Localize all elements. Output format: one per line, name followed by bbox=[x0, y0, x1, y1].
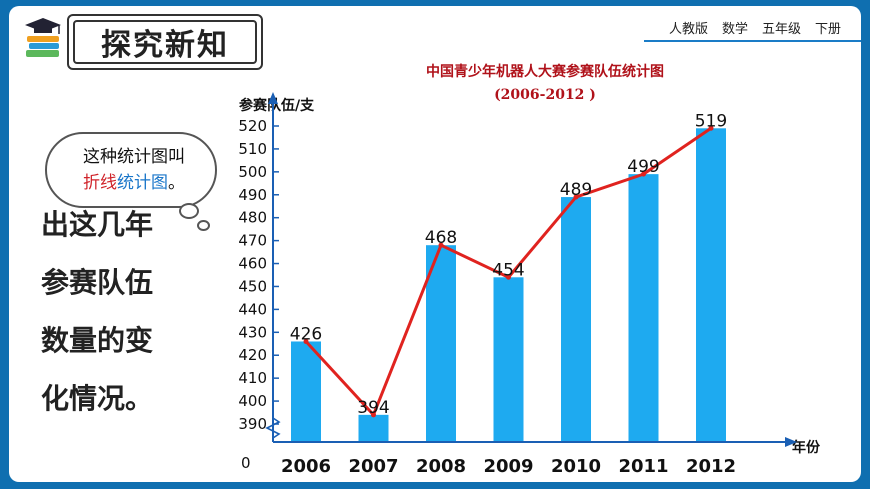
bubble-tail-dot bbox=[179, 203, 199, 219]
x-tick-label: 2011 bbox=[618, 456, 668, 477]
bubble-highlight-a: 折线 bbox=[83, 173, 117, 193]
line-point bbox=[641, 171, 646, 177]
y-tick-label: 490 bbox=[238, 186, 267, 204]
y-axis-arrow bbox=[268, 92, 278, 104]
x-tick-label: 2010 bbox=[551, 456, 601, 477]
line-point bbox=[506, 274, 511, 280]
line-point bbox=[708, 125, 714, 131]
y-tick-label: 400 bbox=[238, 392, 267, 410]
axis-break bbox=[265, 417, 281, 439]
bubble-tail-dot bbox=[197, 220, 210, 231]
books-graduation-icon bbox=[25, 18, 61, 57]
bubble-suffix: 。 bbox=[168, 173, 185, 193]
chart: 中国青少年机器人大赛参赛队伍统计图 (2006-2012 ) 参赛队伍/支 年份… bbox=[238, 63, 821, 477]
data-label: 454 bbox=[492, 260, 524, 280]
y-tick-label: 520 bbox=[238, 117, 267, 135]
x-tick-label: 2012 bbox=[686, 456, 736, 477]
bar-2010 bbox=[561, 197, 591, 442]
header-grade: 五年级 bbox=[761, 22, 801, 37]
bar-2006 bbox=[291, 341, 321, 442]
data-label: 426 bbox=[290, 324, 322, 344]
left-text-block: 出这几年 参赛队伍 数量的变 化情况。 bbox=[41, 196, 153, 428]
y-tick-label: 420 bbox=[238, 346, 267, 364]
section-title: 探究新知 bbox=[73, 20, 257, 64]
bar-2008 bbox=[426, 245, 456, 442]
bar-2012 bbox=[696, 128, 726, 442]
y-tick-label: 450 bbox=[238, 277, 267, 295]
bar-2009 bbox=[493, 277, 524, 442]
x-axis-label: 年份 bbox=[792, 439, 821, 456]
header-volume: 下册 bbox=[814, 22, 841, 37]
y-tick-label: 500 bbox=[238, 163, 267, 181]
bar-2007 bbox=[358, 414, 389, 442]
data-label: 499 bbox=[627, 157, 659, 177]
bubble-highlight-b: 统计图 bbox=[117, 173, 168, 193]
data-label: 394 bbox=[357, 398, 389, 418]
bubble-text: 这种统计图叫 折线统计图。 bbox=[59, 144, 209, 196]
header-publisher: 人教版 bbox=[668, 22, 708, 37]
header-info: 人教版 数学 五年级 下册 bbox=[669, 18, 841, 37]
x-tick-label: 2007 bbox=[348, 456, 398, 477]
chart-title: 中国青少年机器人大赛参赛队伍统计图 bbox=[426, 63, 664, 80]
y-tick-label: 410 bbox=[238, 369, 267, 387]
line-point bbox=[573, 194, 579, 200]
header-divider bbox=[644, 40, 861, 42]
x-tick-label: 2008 bbox=[416, 456, 466, 477]
thought-bubble: 这种统计图叫 折线统计图。 bbox=[45, 132, 217, 208]
data-label: 489 bbox=[560, 180, 592, 200]
y-tick-label: 460 bbox=[238, 255, 267, 273]
left-text-line: 参赛队伍 bbox=[41, 266, 154, 299]
x-axis-arrow bbox=[785, 437, 797, 447]
y-tick-label: 390 bbox=[238, 415, 267, 433]
x-tick-label: 2009 bbox=[483, 456, 533, 477]
line-point bbox=[438, 242, 444, 248]
data-label: 519 bbox=[695, 111, 727, 131]
bar-2011 bbox=[628, 174, 659, 442]
y-tick-label: 510 bbox=[238, 140, 267, 158]
data-label: 468 bbox=[425, 228, 457, 248]
x-tick-label: 2006 bbox=[281, 456, 331, 477]
line-point bbox=[303, 338, 309, 344]
y-tick-label: 430 bbox=[238, 323, 267, 341]
header-subject: 数学 bbox=[721, 22, 748, 37]
y-tick-label: 480 bbox=[238, 209, 267, 227]
left-text-line: 出这几年 bbox=[41, 208, 154, 241]
bubble-line1: 这种统计图叫 bbox=[83, 147, 185, 167]
line-point bbox=[371, 412, 376, 418]
y-tick-label: 440 bbox=[238, 300, 267, 318]
y-axis-label: 参赛队伍/支 bbox=[239, 97, 315, 114]
left-text-line: 数量的变 bbox=[41, 324, 154, 357]
y-tick-label: 470 bbox=[238, 232, 267, 250]
origin-label: 0 bbox=[241, 454, 251, 472]
left-text-line: 化情况。 bbox=[41, 382, 154, 415]
section-title-box: 探究新知 bbox=[67, 14, 263, 70]
chart-subtitle: (2006-2012 ) bbox=[494, 87, 596, 103]
slide: 探究新知 人教版 数学 五年级 下册 出这几年 参赛队伍 数量的变 化情况。 这… bbox=[9, 6, 861, 482]
